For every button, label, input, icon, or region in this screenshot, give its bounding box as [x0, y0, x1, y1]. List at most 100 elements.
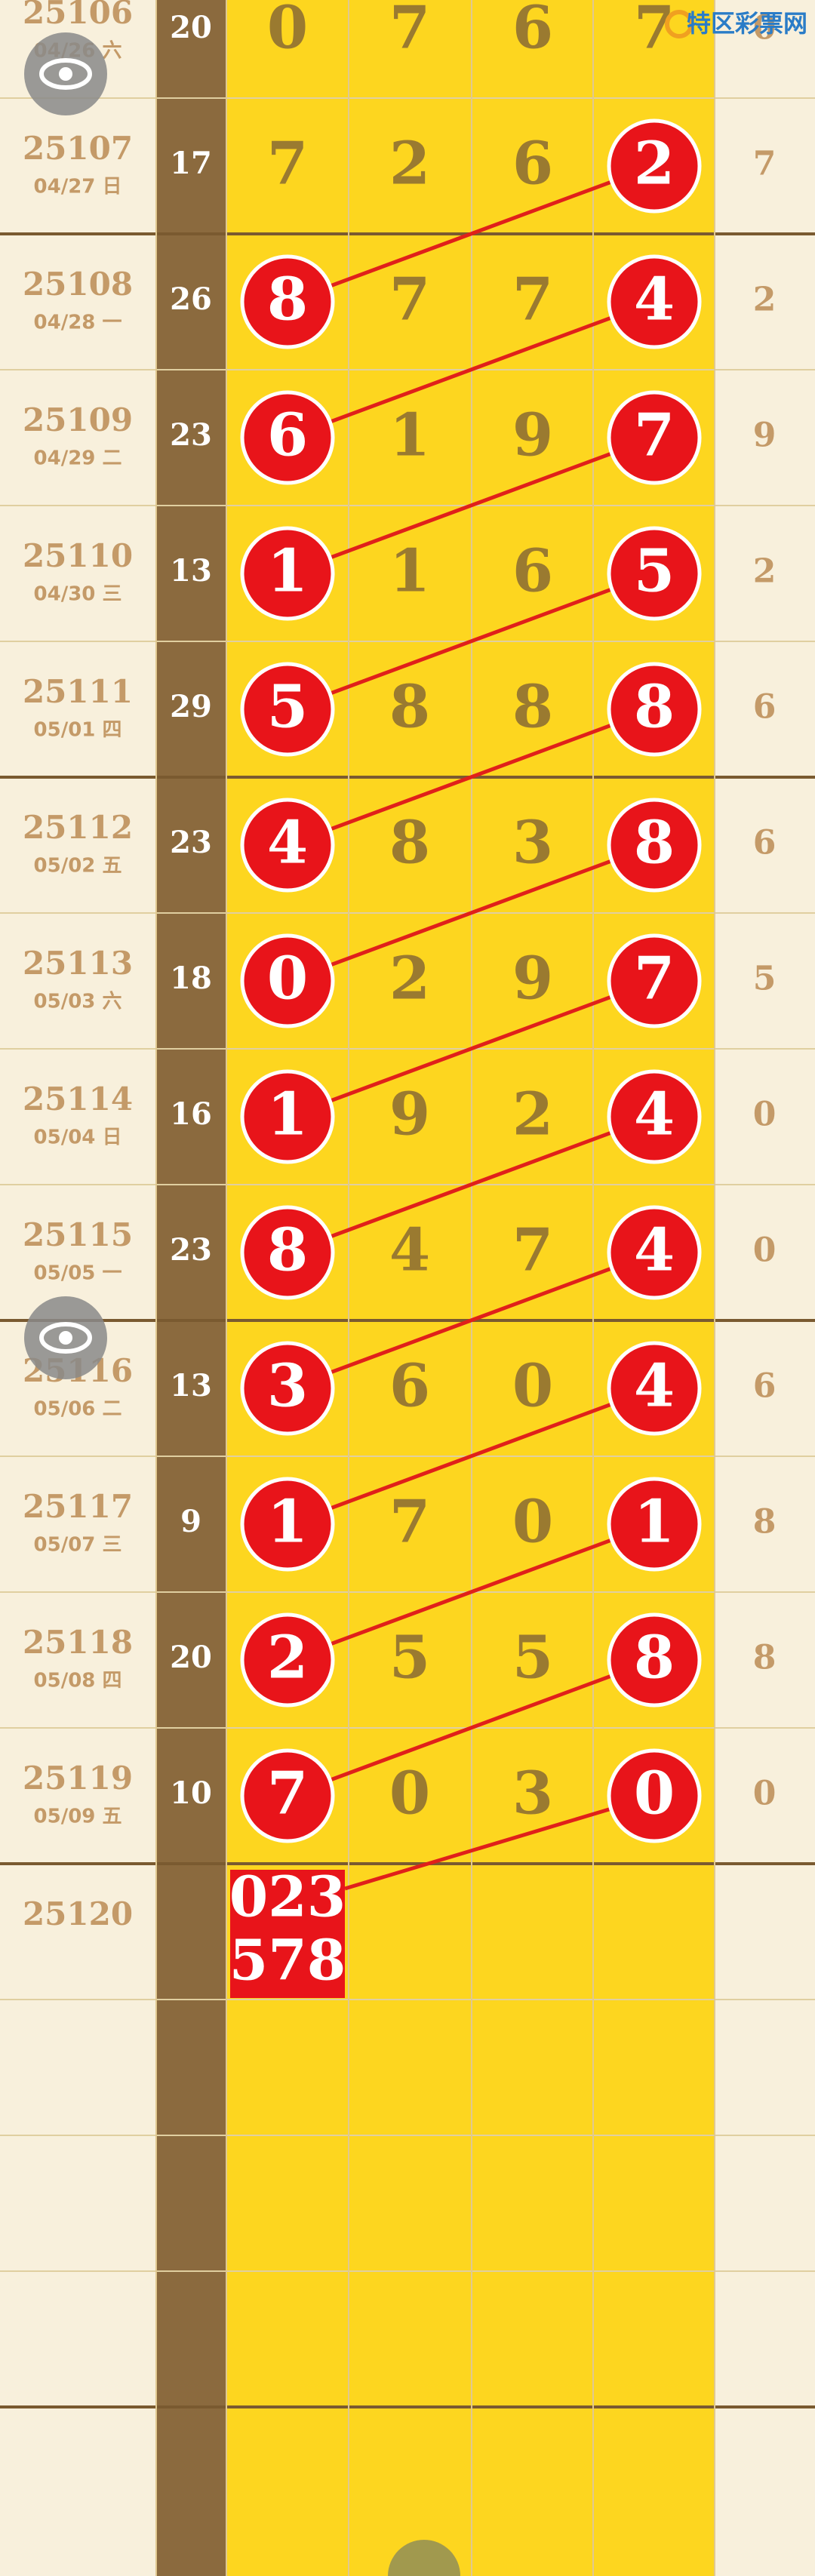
- ball-digit: 4: [634, 266, 675, 334]
- trend-line: [287, 843, 655, 983]
- last-value: 6: [753, 824, 777, 862]
- sum-value: 16: [170, 1096, 212, 1132]
- issue-date: 05/06 二: [34, 1398, 122, 1421]
- digit: 4: [389, 1216, 430, 1285]
- digit: 7: [512, 1216, 553, 1285]
- digit: 5: [389, 1624, 430, 1692]
- issue-date: 05/05 一: [34, 1262, 122, 1285]
- sum-value: 20: [170, 1640, 212, 1675]
- digit: 8: [389, 809, 430, 878]
- issue-number: 25113: [23, 945, 133, 982]
- sum-value: 13: [170, 1368, 212, 1403]
- issue-number: 25114: [23, 1081, 133, 1117]
- sum-value: 20: [170, 10, 212, 45]
- ball-digit: 2: [634, 130, 675, 198]
- ball-digit: 6: [267, 401, 308, 470]
- last-value: 0: [753, 1096, 777, 1134]
- eye-button[interactable]: [24, 32, 107, 115]
- ball-digit: 7: [634, 401, 675, 470]
- trend-line: [287, 1658, 655, 1798]
- issue-date: 05/08 四: [34, 1670, 122, 1692]
- sum-value: 13: [170, 553, 212, 589]
- digit: 1: [389, 537, 430, 606]
- prediction-text: 578: [229, 1929, 346, 1993]
- ball-digit: 8: [634, 673, 675, 742]
- issue-number: 25112: [23, 809, 133, 846]
- issue-date: 04/30 三: [34, 583, 122, 606]
- digit-ball: [607, 390, 702, 485]
- ball-digit: 8: [267, 1216, 308, 1285]
- digit-ball: [607, 1205, 702, 1300]
- ball-digit: 8: [634, 1624, 675, 1692]
- digit: 0: [389, 1760, 430, 1828]
- ball-digit: 4: [267, 809, 308, 878]
- digit-ball: [607, 254, 702, 349]
- ball-digit: 0: [634, 1760, 675, 1828]
- last-value: 5: [753, 960, 777, 998]
- sum-value: 9: [180, 1504, 201, 1539]
- sum-value: 10: [170, 1775, 212, 1811]
- last-value: 0: [753, 9, 777, 48]
- digit-ball: [240, 662, 335, 757]
- last-value: 6: [753, 1367, 777, 1406]
- prediction-box: [230, 1870, 345, 1998]
- digit-ball: [607, 1748, 702, 1843]
- trend-line: [287, 1250, 655, 1391]
- logo: 特区彩票网: [665, 9, 807, 38]
- issue-number: 25110: [23, 537, 133, 574]
- issue-date: 05/04 日: [34, 1127, 122, 1149]
- trend-line: [287, 1522, 655, 1662]
- ball-digit: 7: [634, 945, 675, 1013]
- digit-ball: [240, 1341, 335, 1436]
- issue-date: 05/03 六: [34, 991, 122, 1013]
- digit-ball: [240, 933, 335, 1028]
- ball-digit: 5: [267, 673, 308, 742]
- digit: 7: [512, 266, 553, 334]
- scroll-button[interactable]: [388, 2540, 460, 2576]
- digit: 2: [389, 945, 430, 1013]
- digit-ball: [240, 526, 335, 621]
- last-value: 2: [753, 281, 777, 319]
- trend-line: [344, 1794, 655, 1891]
- issue-date: 04/29 二: [34, 447, 122, 470]
- ball-digit: 1: [634, 1488, 675, 1557]
- ball-digit: 1: [267, 1488, 308, 1557]
- ball-digit: 2: [267, 1624, 308, 1692]
- issue-number: 25107: [23, 130, 133, 167]
- issue-date: 05/01 四: [34, 719, 122, 742]
- sum-value: 26: [170, 281, 212, 317]
- ball-digit: 0: [267, 945, 308, 1013]
- logo-text: 特区彩票网: [687, 9, 807, 38]
- trend-line: [287, 164, 655, 304]
- issue-number: 25109: [23, 401, 133, 438]
- digit: 0: [267, 0, 308, 63]
- ball-digit: 1: [267, 1081, 308, 1149]
- sum-value: 29: [170, 689, 212, 724]
- last-value: 0: [753, 1775, 777, 1813]
- digit-ball: [240, 1205, 335, 1300]
- digit: 6: [512, 537, 553, 606]
- ball-digit: 3: [267, 1352, 308, 1421]
- sum-value: 23: [170, 1232, 212, 1268]
- ball-digit: 1: [267, 537, 308, 606]
- issue-number: 25118: [23, 1624, 133, 1661]
- last-value: 9: [753, 417, 777, 455]
- digit: 2: [389, 130, 430, 198]
- digit-ball: [240, 1069, 335, 1164]
- issue-date: 05/09 五: [34, 1806, 122, 1828]
- prediction-text: 023: [229, 1865, 346, 1930]
- digit: 9: [512, 401, 553, 470]
- sum-value: 23: [170, 825, 212, 860]
- digit-ball: [607, 1477, 702, 1572]
- eye-button[interactable]: [24, 1296, 107, 1379]
- issue-column: [0, 0, 156, 2576]
- trend-line: [287, 1386, 655, 1526]
- issue-number: 25106: [23, 0, 133, 31]
- ball-digit: 4: [634, 1216, 675, 1285]
- issue-date: 04/28 一: [34, 312, 122, 334]
- sum-value: 17: [170, 146, 212, 181]
- ball-digit: 4: [634, 1081, 675, 1149]
- issue-date: 05/07 三: [34, 1534, 122, 1557]
